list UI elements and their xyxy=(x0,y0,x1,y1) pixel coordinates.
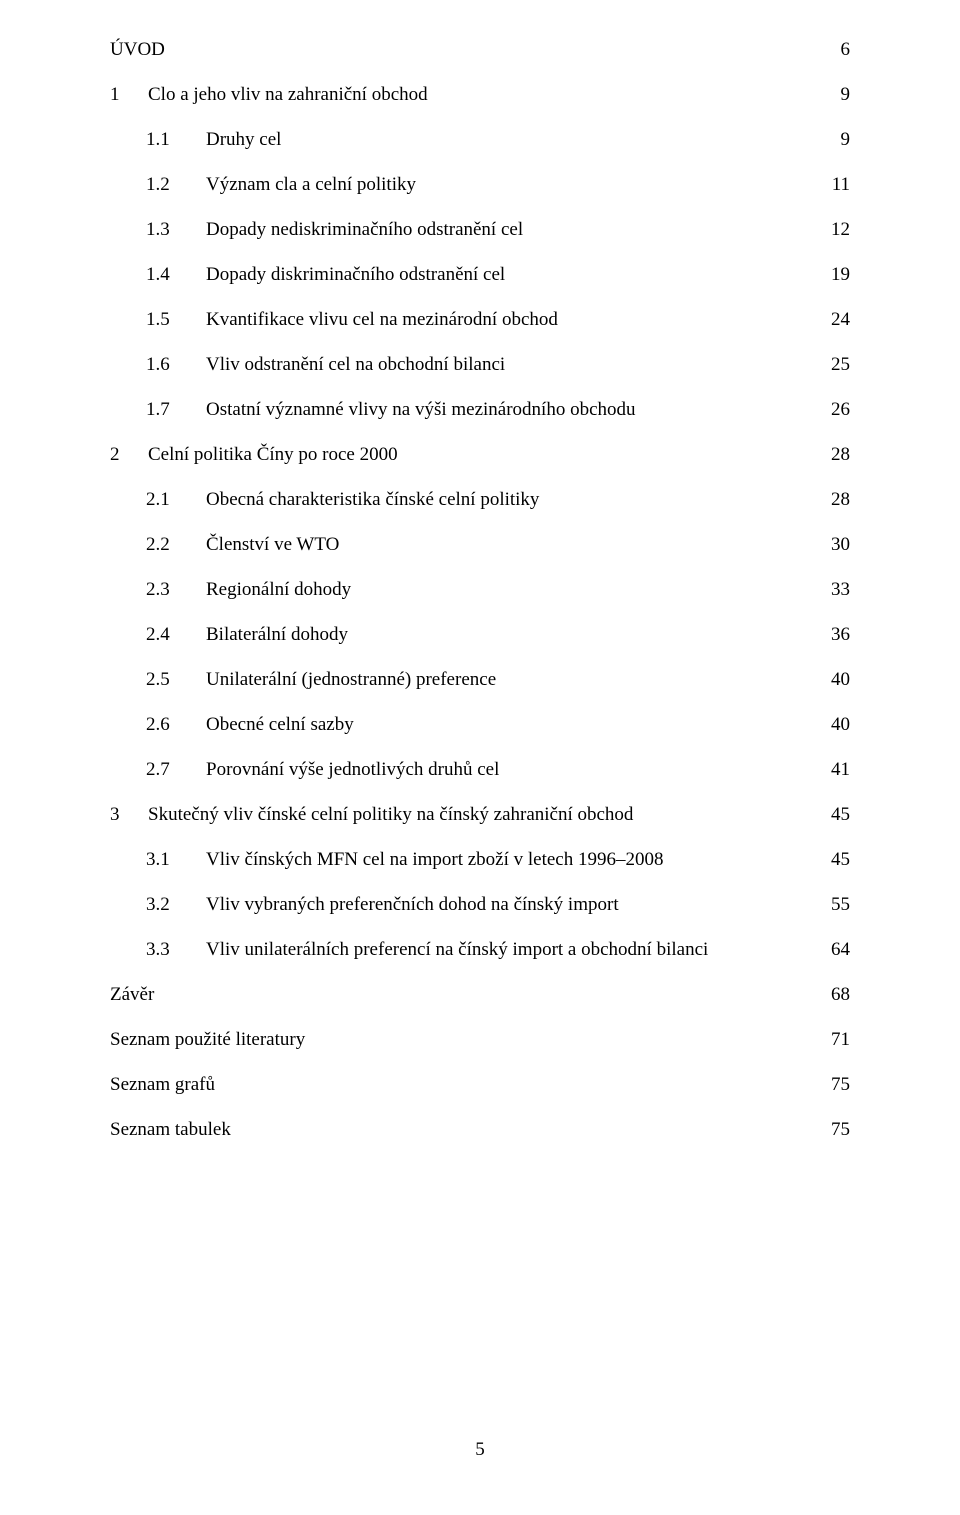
toc-entry-title: Regionální dohody xyxy=(206,580,351,599)
toc-entry: 2.6Obecné celní sazby 40 xyxy=(110,715,850,734)
toc-entry-title: Kvantifikace vlivu cel na mezinárodní ob… xyxy=(206,310,558,329)
toc-entry-page: 40 xyxy=(822,670,850,689)
toc-entry-number: 2.3 xyxy=(146,580,206,599)
toc-entry-number: 1.5 xyxy=(146,310,206,329)
toc-entry-page: 75 xyxy=(822,1120,850,1139)
toc-entry-number: 1.6 xyxy=(146,355,206,374)
toc-entry-title: Druhy cel xyxy=(206,130,281,149)
toc-entry: 1.4Dopady diskriminačního odstranění cel… xyxy=(110,265,850,284)
toc-entry-page: 6 xyxy=(822,40,850,59)
toc-entry: ÚVOD 6 xyxy=(110,40,850,59)
toc-entry-number: 1.1 xyxy=(146,130,206,149)
toc-entry: 1.5Kvantifikace vlivu cel na mezinárodní… xyxy=(110,310,850,329)
toc-entry: 2.4Bilaterální dohody 36 xyxy=(110,625,850,644)
toc-entry: 3.3Vliv unilaterálních preferencí na čín… xyxy=(110,940,850,959)
toc-entry: 1.1Druhy cel 9 xyxy=(110,130,850,149)
toc-entry-title: Vliv unilaterálních preferencí na čínský… xyxy=(206,940,708,959)
toc-entry: Seznam grafů 75 xyxy=(110,1075,850,1094)
toc-entry-number: 1.7 xyxy=(146,400,206,419)
toc-entry-page: 24 xyxy=(822,310,850,329)
toc-entry-page: 68 xyxy=(822,985,850,1004)
toc-entry-title: Význam cla a celní politiky xyxy=(206,175,416,194)
toc-entry: 1Clo a jeho vliv na zahraniční obchod 9 xyxy=(110,85,850,104)
table-of-contents: ÚVOD 6 1Clo a jeho vliv na zahraniční obch… xyxy=(110,40,850,1139)
toc-entry-title: Seznam grafů xyxy=(110,1075,215,1094)
page-number-footer: 5 xyxy=(0,1439,960,1461)
toc-entry-page: 26 xyxy=(822,400,850,419)
toc-entry-page: 45 xyxy=(822,805,850,824)
toc-entry-title: Dopady diskriminačního odstranění cel xyxy=(206,265,505,284)
toc-entry-page: 41 xyxy=(822,760,850,779)
toc-entry-number: 2 xyxy=(110,445,148,464)
toc-entry-number: 2.6 xyxy=(146,715,206,734)
toc-entry-number: 1.4 xyxy=(146,265,206,284)
toc-entry-title: Obecná charakteristika čínské celní poli… xyxy=(206,490,539,509)
toc-entry-page: 9 xyxy=(822,85,850,104)
toc-entry-number: 3.1 xyxy=(146,850,206,869)
toc-entry-page: 12 xyxy=(822,220,850,239)
toc-entry-title: Skutečný vliv čínské celní politiky na č… xyxy=(148,805,633,824)
toc-entry: 2.3Regionální dohody 33 xyxy=(110,580,850,599)
toc-entry: Závěr 68 xyxy=(110,985,850,1004)
document-page: ÚVOD 6 1Clo a jeho vliv na zahraniční obch… xyxy=(0,0,960,1515)
toc-entry-title: Celní politika Číny po roce 2000 xyxy=(148,445,398,464)
toc-entry-number: 2.5 xyxy=(146,670,206,689)
toc-entry-number: 1.2 xyxy=(146,175,206,194)
toc-entry-page: 75 xyxy=(822,1075,850,1094)
toc-entry-page: 33 xyxy=(822,580,850,599)
toc-entry: 3.1Vliv čínských MFN cel na import zboží… xyxy=(110,850,850,869)
toc-entry-title: Členství ve WTO xyxy=(206,535,339,554)
toc-entry: 1.6Vliv odstranění cel na obchodní bilan… xyxy=(110,355,850,374)
toc-entry-title: Závěr xyxy=(110,985,154,1004)
toc-entry-page: 45 xyxy=(822,850,850,869)
toc-entry-page: 25 xyxy=(822,355,850,374)
toc-entry-page: 64 xyxy=(822,940,850,959)
toc-entry: 1.3Dopady nediskriminačního odstranění c… xyxy=(110,220,850,239)
toc-entry: 3.2Vliv vybraných preferenčních dohod na… xyxy=(110,895,850,914)
toc-entry-title: Unilaterální (jednostranné) preference xyxy=(206,670,496,689)
toc-entry-page: 40 xyxy=(822,715,850,734)
toc-entry-number: 2.4 xyxy=(146,625,206,644)
toc-entry-page: 28 xyxy=(822,490,850,509)
toc-entry: 2.2Členství ve WTO 30 xyxy=(110,535,850,554)
toc-entry: 1.2Význam cla a celní politiky 11 xyxy=(110,175,850,194)
toc-entry-title: Vliv odstranění cel na obchodní bilanci xyxy=(206,355,505,374)
toc-entry-page: 11 xyxy=(822,175,850,194)
toc-entry: 2.1Obecná charakteristika čínské celní p… xyxy=(110,490,850,509)
toc-entry-number: 2.7 xyxy=(146,760,206,779)
toc-entry-title: Porovnání výše jednotlivých druhů cel xyxy=(206,760,499,779)
toc-entry-page: 55 xyxy=(822,895,850,914)
toc-entry: 2.5Unilaterální (jednostranné) preferenc… xyxy=(110,670,850,689)
toc-entry-title: Ostatní významné vlivy na výši mezinárod… xyxy=(206,400,636,419)
toc-entry-title: Obecné celní sazby xyxy=(206,715,354,734)
toc-entry-number: 2.1 xyxy=(146,490,206,509)
toc-entry-page: 9 xyxy=(822,130,850,149)
toc-entry-number: 3 xyxy=(110,805,148,824)
toc-entry-page: 19 xyxy=(822,265,850,284)
toc-entry-title: Seznam tabulek xyxy=(110,1120,231,1139)
toc-entry-number: 2.2 xyxy=(146,535,206,554)
toc-entry-number: 3.2 xyxy=(146,895,206,914)
page-number: 5 xyxy=(475,1439,485,1460)
toc-entry-title: Clo a jeho vliv na zahraniční obchod xyxy=(148,85,428,104)
toc-entry: 2Celní politika Číny po roce 2000 28 xyxy=(110,445,850,464)
toc-entry-title: ÚVOD xyxy=(110,40,165,59)
toc-entry-number: 1.3 xyxy=(146,220,206,239)
toc-entry-page: 71 xyxy=(822,1030,850,1049)
toc-entry-number: 3.3 xyxy=(146,940,206,959)
toc-entry: 1.7Ostatní významné vlivy na výši meziná… xyxy=(110,400,850,419)
toc-entry-title: Bilaterální dohody xyxy=(206,625,348,644)
toc-entry: 2.7Porovnání výše jednotlivých druhů cel… xyxy=(110,760,850,779)
toc-entry-number: 1 xyxy=(110,85,148,104)
toc-entry: Seznam použité literatury 71 xyxy=(110,1030,850,1049)
toc-entry-title: Vliv vybraných preferenčních dohod na čí… xyxy=(206,895,619,914)
toc-entry-title: Vliv čínských MFN cel na import zboží v … xyxy=(206,850,664,869)
toc-entry-title: Seznam použité literatury xyxy=(110,1030,305,1049)
toc-entry-title: Dopady nediskriminačního odstranění cel xyxy=(206,220,523,239)
toc-entry-page: 36 xyxy=(822,625,850,644)
toc-entry: Seznam tabulek 75 xyxy=(110,1120,850,1139)
toc-entry-page: 28 xyxy=(822,445,850,464)
toc-entry: 3Skutečný vliv čínské celní politiky na … xyxy=(110,805,850,824)
toc-entry-page: 30 xyxy=(822,535,850,554)
